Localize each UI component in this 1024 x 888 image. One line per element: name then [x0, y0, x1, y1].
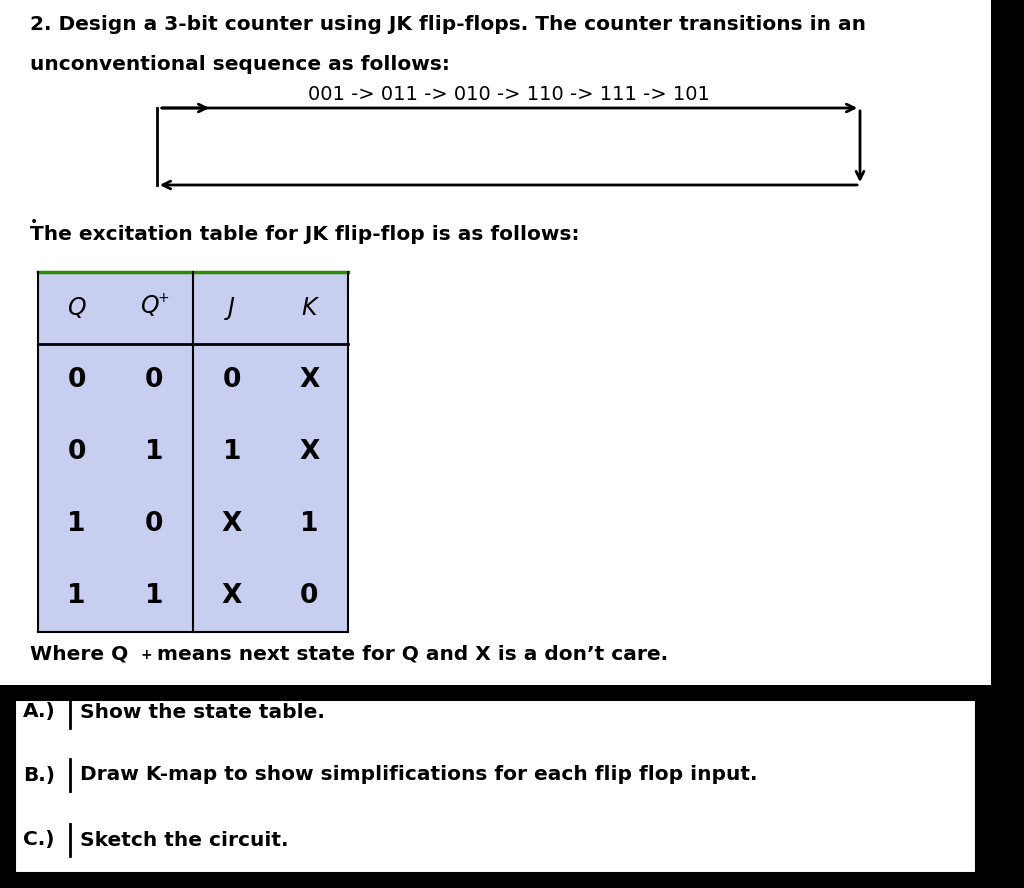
- Text: 1: 1: [222, 439, 241, 465]
- Text: means next state for Q and X is a don’t care.: means next state for Q and X is a don’t …: [150, 645, 668, 664]
- Text: 0: 0: [145, 511, 164, 537]
- Text: Q: Q: [140, 294, 159, 318]
- Text: X: X: [221, 583, 242, 609]
- Text: 2. Design a 3-bit counter using JK flip-flops. The counter transitions in an: 2. Design a 3-bit counter using JK flip-…: [30, 15, 866, 34]
- Text: 1: 1: [300, 511, 318, 537]
- Text: 1: 1: [68, 583, 86, 609]
- Text: X: X: [221, 511, 242, 537]
- Bar: [0, 685, 991, 888]
- Text: B.): B.): [23, 765, 55, 784]
- Text: Sketch the circuit.: Sketch the circuit.: [80, 830, 289, 850]
- Text: Show the state table.: Show the state table.: [80, 702, 325, 721]
- Bar: [15, 700, 976, 873]
- Text: •: •: [30, 215, 38, 229]
- Text: +: +: [158, 291, 169, 305]
- Text: X: X: [299, 439, 319, 465]
- Bar: [38, 272, 348, 632]
- Text: 0: 0: [68, 367, 86, 393]
- Text: 1: 1: [145, 583, 164, 609]
- Bar: [991, 0, 1024, 888]
- Text: 0: 0: [222, 367, 241, 393]
- Text: X: X: [299, 367, 319, 393]
- Text: A.): A.): [23, 702, 55, 721]
- Text: K: K: [301, 296, 317, 320]
- Text: +: +: [140, 648, 152, 662]
- Text: 1: 1: [68, 511, 86, 537]
- Text: 001 -> 011 -> 010 -> 110 -> 111 -> 101: 001 -> 011 -> 010 -> 110 -> 111 -> 101: [307, 85, 710, 104]
- Text: 0: 0: [145, 367, 164, 393]
- Text: unconventional sequence as follows:: unconventional sequence as follows:: [30, 55, 450, 74]
- Text: Draw K-map to show simplifications for each flip flop input.: Draw K-map to show simplifications for e…: [80, 765, 758, 784]
- Text: Q: Q: [68, 296, 86, 320]
- Text: C.): C.): [23, 830, 54, 850]
- Text: 1: 1: [145, 439, 164, 465]
- Text: Where Q: Where Q: [30, 645, 128, 664]
- Text: 0: 0: [68, 439, 86, 465]
- Text: 0: 0: [300, 583, 318, 609]
- Text: The excitation table for JK flip-flop is as follows:: The excitation table for JK flip-flop is…: [30, 225, 580, 244]
- Text: J: J: [228, 296, 236, 320]
